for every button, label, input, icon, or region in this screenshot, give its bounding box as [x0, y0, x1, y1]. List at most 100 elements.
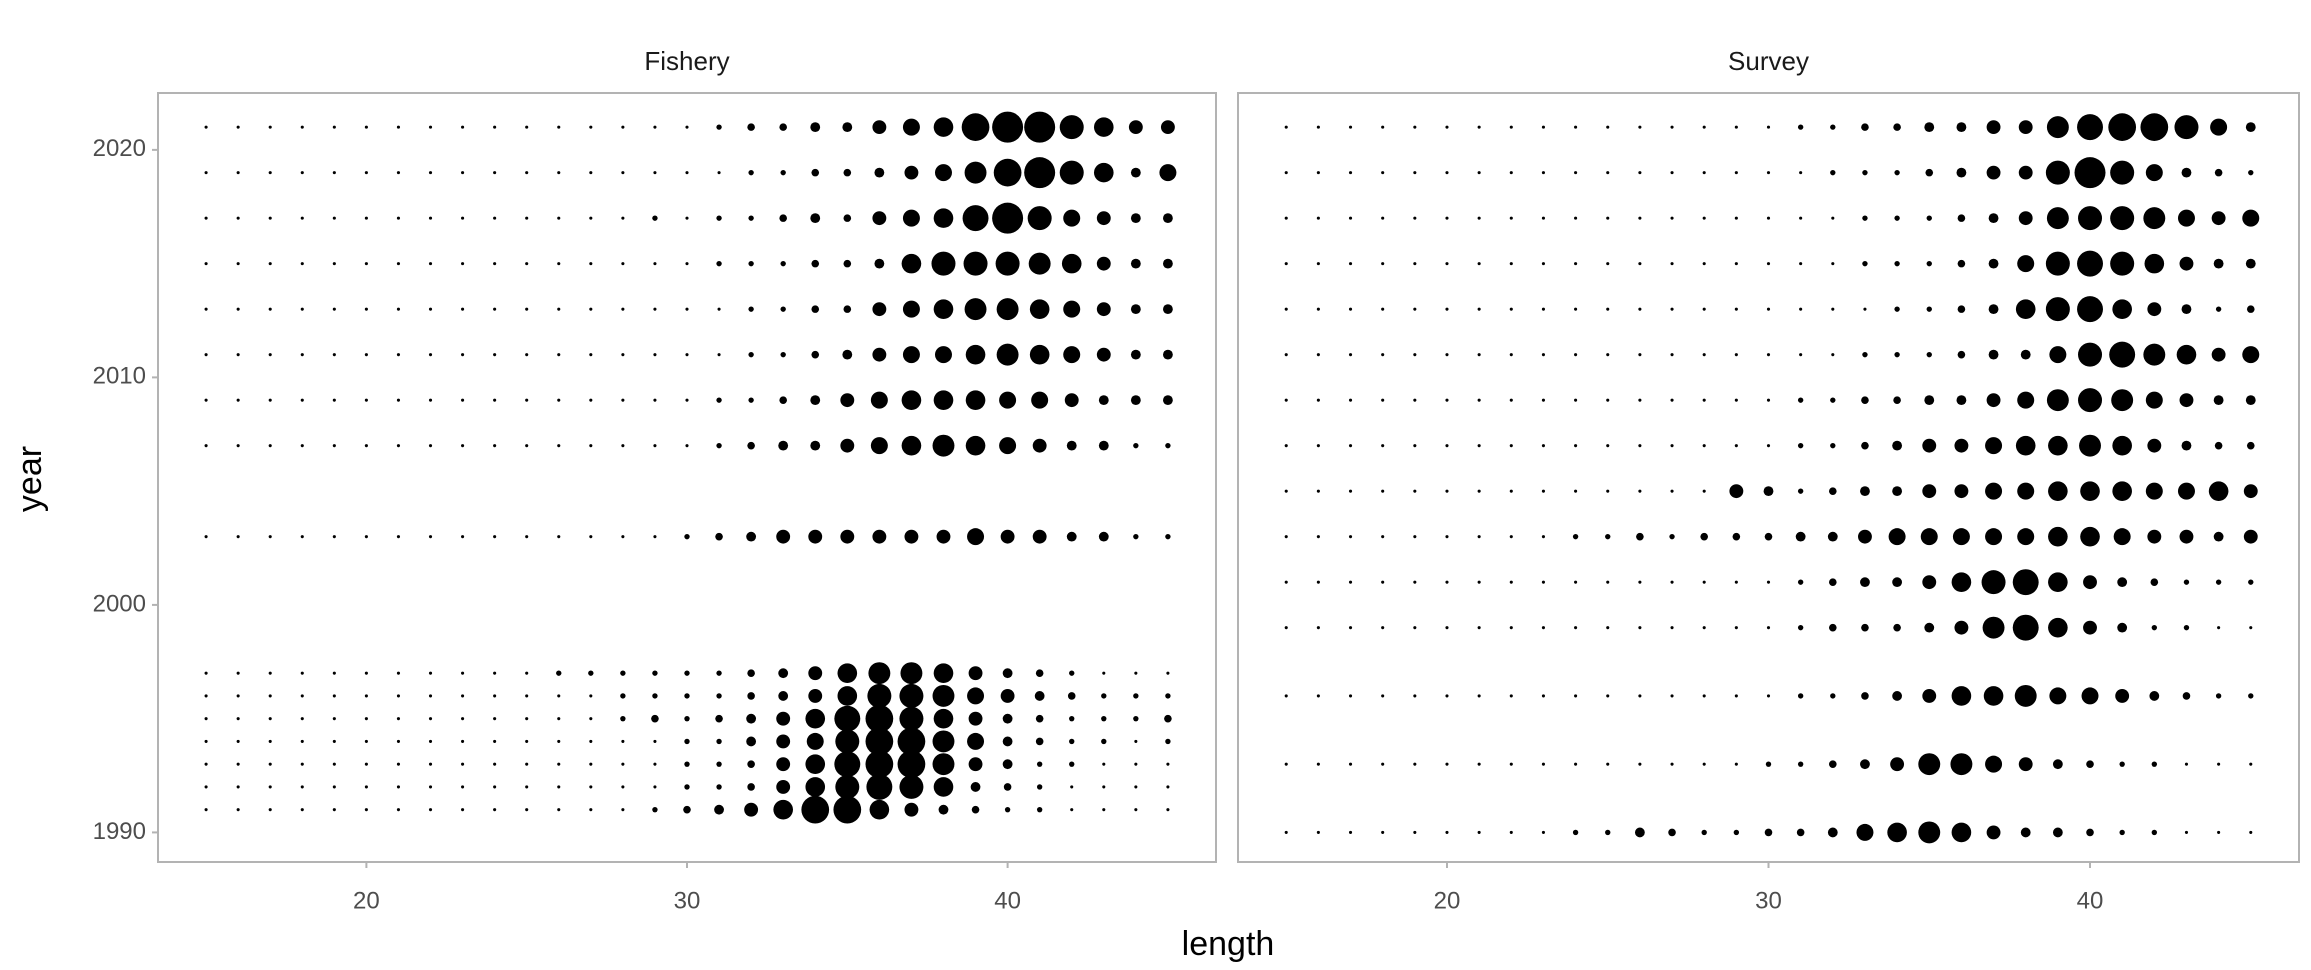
bubble	[1863, 307, 1867, 311]
bubble	[557, 739, 561, 743]
bubble	[834, 751, 861, 778]
bubble	[428, 694, 433, 698]
bubble	[1284, 398, 1288, 402]
bubble	[1134, 808, 1138, 812]
bubble	[967, 528, 985, 546]
bubble	[684, 761, 690, 767]
bubble	[901, 253, 922, 274]
bubble	[1163, 304, 1173, 315]
bubble	[2145, 391, 2163, 409]
bubble	[653, 739, 657, 743]
bubble	[300, 739, 304, 743]
bubble	[1951, 822, 1972, 843]
bubble	[1638, 216, 1642, 220]
bubble	[1702, 398, 1706, 402]
bubble	[1957, 305, 1966, 313]
bubble	[1606, 171, 1610, 175]
bubble	[620, 670, 626, 676]
bubble	[1093, 117, 1114, 137]
bubble	[685, 216, 689, 220]
bubble	[493, 808, 497, 812]
bubble	[2112, 435, 2132, 456]
bubble	[621, 808, 625, 812]
bubble	[1381, 307, 1385, 311]
bubble	[2086, 828, 2094, 837]
bubble	[2083, 575, 2097, 590]
bubble	[2249, 830, 2253, 834]
bubble	[1829, 578, 1837, 586]
bubble	[300, 444, 304, 448]
bubble	[204, 762, 208, 766]
bubble	[835, 729, 860, 754]
bubble	[589, 739, 593, 743]
bubble	[1477, 830, 1481, 834]
bubble	[811, 168, 820, 177]
bubble	[525, 262, 529, 266]
bubble	[1670, 125, 1674, 129]
bubble	[1797, 579, 1804, 585]
bubble	[1284, 307, 1288, 311]
bubble	[1160, 120, 1175, 135]
bubble	[962, 205, 989, 232]
bubble	[1284, 171, 1288, 175]
bubble	[1574, 171, 1578, 175]
bubble	[1670, 444, 1674, 448]
bubble	[1035, 669, 1044, 677]
bubble	[525, 353, 529, 357]
bubble	[1926, 215, 1932, 221]
bubble	[1284, 762, 1288, 766]
bubble	[1954, 484, 1969, 499]
bubble	[1702, 694, 1706, 698]
bubble	[621, 444, 625, 448]
bubble	[461, 216, 465, 220]
bubble	[1574, 353, 1578, 357]
bubble	[1861, 123, 1869, 131]
bubble	[2217, 762, 2221, 766]
bubble	[2213, 531, 2224, 542]
bubble	[1830, 124, 1836, 130]
bubble	[1861, 623, 1869, 632]
bubble	[1638, 694, 1642, 698]
bubble	[2074, 157, 2106, 189]
bubble	[2111, 389, 2134, 412]
bubble	[1027, 206, 1052, 231]
bubble	[1922, 484, 1937, 499]
bubble	[428, 262, 433, 266]
bubble	[780, 351, 786, 358]
bubble	[1606, 307, 1610, 311]
bubble	[2248, 169, 2254, 176]
bubble	[2018, 165, 2033, 180]
bubble	[2150, 578, 2159, 586]
bubble	[843, 305, 852, 313]
panel-border	[157, 92, 1217, 863]
bubble	[2182, 692, 2191, 700]
bubble	[1166, 762, 1170, 766]
bubble	[300, 694, 304, 698]
bubble	[300, 808, 304, 812]
bubble	[1032, 438, 1047, 453]
bubble	[1988, 213, 1999, 224]
bubble	[1670, 353, 1674, 357]
bubble	[808, 529, 823, 544]
bubble	[835, 774, 860, 799]
bubble	[364, 353, 368, 357]
bubble	[1985, 755, 2003, 773]
bubble	[1102, 671, 1106, 675]
bubble	[1445, 830, 1449, 834]
bubble	[461, 739, 465, 743]
bubble	[1702, 216, 1706, 220]
bubble	[493, 785, 497, 789]
bubble	[1509, 694, 1513, 698]
bubble	[1766, 398, 1771, 402]
bubble	[1381, 694, 1385, 698]
bubble	[716, 397, 722, 403]
bubble	[837, 686, 858, 706]
bubble	[746, 713, 757, 724]
bubble	[970, 782, 981, 792]
bubble	[268, 762, 272, 766]
bubble	[779, 123, 787, 131]
bubble	[1413, 444, 1417, 448]
bubble	[621, 739, 625, 743]
bubble	[899, 683, 924, 708]
bubble	[589, 717, 593, 721]
